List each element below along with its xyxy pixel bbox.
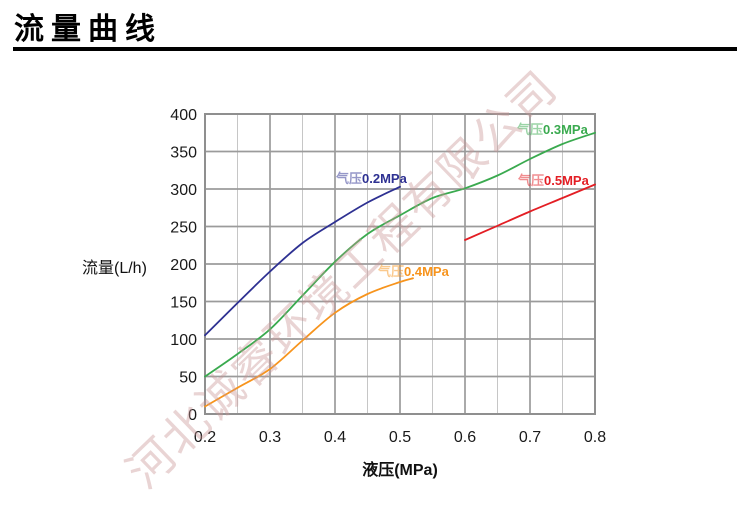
- series-label-05mpa-value: 0.5MPa: [544, 173, 589, 188]
- series-label-02mpa-value: 0.2MPa: [362, 171, 407, 186]
- series-label-03mpa: 气压0.3MPa: [517, 119, 588, 138]
- svg-text:0.6: 0.6: [454, 429, 476, 446]
- svg-text:50: 50: [179, 370, 197, 387]
- series-label-03mpa-prefix: 气压: [517, 122, 544, 137]
- series-label-04mpa-value: 0.4MPa: [404, 264, 449, 279]
- svg-text:0.3: 0.3: [259, 429, 281, 446]
- series-label-02mpa: 气压0.2MPa: [336, 168, 407, 187]
- page-title: 流量曲线: [14, 12, 162, 47]
- svg-text:250: 250: [170, 220, 197, 237]
- series-label-05mpa: 气压0.5MPa: [518, 170, 589, 189]
- svg-text:350: 350: [170, 145, 197, 162]
- svg-text:200: 200: [170, 257, 197, 274]
- svg-text:150: 150: [170, 295, 197, 312]
- svg-text:0: 0: [188, 407, 197, 424]
- svg-text:100: 100: [170, 332, 197, 349]
- series-label-04mpa: 气压0.4MPa: [378, 261, 449, 280]
- svg-text:0.4: 0.4: [324, 429, 346, 446]
- flow-rate-chart: 0.2 0.3 0.4 0.5 0.6 0.7 0.8 0 50 100 150 200 250 300 3…: [82, 107, 606, 479]
- svg-text:0.2: 0.2: [194, 429, 216, 446]
- svg-text:0.7: 0.7: [519, 429, 541, 446]
- series-label-05mpa-prefix: 气压: [518, 173, 545, 188]
- svg-text:0.8: 0.8: [584, 429, 606, 446]
- series-label-04mpa-prefix: 气压: [378, 264, 405, 279]
- chart-plot-area: 0.2 0.3 0.4 0.5 0.6 0.7 0.8 0 50 100 150 200 250 300 3…: [170, 107, 606, 446]
- series-label-03mpa-value: 0.3MPa: [543, 122, 588, 137]
- y-axis-label: 流量(L/h): [82, 260, 147, 277]
- title-underline: [13, 47, 737, 51]
- svg-text:0.5: 0.5: [389, 429, 411, 446]
- svg-text:400: 400: [170, 107, 197, 124]
- series-label-02mpa-prefix: 气压: [336, 171, 363, 186]
- x-axis-label: 液压(MPa): [362, 462, 438, 479]
- svg-text:300: 300: [170, 182, 197, 199]
